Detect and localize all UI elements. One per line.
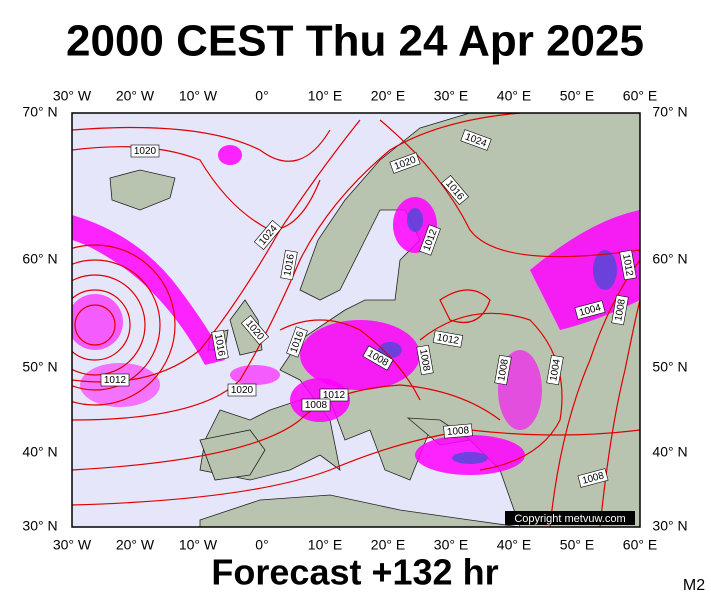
isobar-label: 1016 [211,329,229,361]
isobar-label: 1016 [286,326,308,358]
isobar-label-box [577,468,609,488]
isobar-label-box [416,344,434,376]
lat-label-left: 40° N [22,444,57,460]
isobar-label-box [443,423,473,439]
isobar-label-text: 1016 [282,253,297,277]
isobar-label-text: 1008 [496,358,511,382]
isobar-label: 1020 [227,383,257,397]
lon-label-top: 20° W [116,88,155,104]
lat-label-left: 60° N [22,251,57,267]
isobar-label-text: 1008 [613,298,628,322]
isobar-label-text: 1012 [436,332,460,347]
lon-label-bottom: 10° W [179,537,218,553]
isobar-label-box [286,326,308,358]
lat-label-right: 30° N [652,518,687,534]
isobar-label-text: 1016 [212,333,227,357]
isobar-label-box [574,300,606,320]
lon-label-bottom: 30° E [434,537,468,553]
isobar-label-text: 1008 [305,400,328,411]
lat-label-left: 30° N [22,518,57,534]
isobar-labels: 1020102410201016102410161012101210201016… [100,129,637,488]
isobar-label-text: 1004 [548,358,563,382]
isobar-label-text: 1008 [417,348,432,372]
lon-label-top: 0° [255,88,268,104]
isobar-label: 1012 [619,249,637,281]
isobar-label-text: 1012 [323,390,346,401]
isobar-label-box [440,174,470,206]
isobar-label: 1008 [416,344,434,376]
isobar-label-text: 1020 [231,385,254,396]
isobar-label-box [460,129,492,151]
isobar-label-box [319,388,349,402]
isobar-label-box [100,373,130,387]
lat-label-right: 60° N [652,251,687,267]
isobar-label: 1020 [130,144,160,158]
lat-label-right: 50° N [652,359,687,375]
map-frame [71,112,641,528]
lon-label-top: 10° E [308,88,342,104]
lon-label-top: 60° E [623,88,657,104]
lon-label-top: 40° E [497,88,531,104]
lon-label-bottom: 0° [255,537,268,553]
lon-label-top: 20° E [371,88,405,104]
lat-label-left: 50° N [22,359,57,375]
isobar-label-box [240,314,270,346]
axes: 30° W 30° W 20° W 20° W 10° W 10° W 0° 0° 10° E 1… [22,88,687,553]
isobar-label: 1016 [280,249,298,281]
isobar-label: 1012 [319,388,349,402]
isobar-label-box [419,224,441,256]
isobar-label: 1008 [611,294,629,326]
lon-label-top: 30° E [434,88,468,104]
isobar-label-box [432,330,464,348]
model-label: M2 [683,577,705,594]
lon-label-top: 50° E [560,88,594,104]
isobar-label-box [546,354,564,386]
isobar-label: 1008 [577,468,609,488]
lat-label-left: 70° N [22,104,57,120]
heavy-precipitation [378,208,617,464]
lon-label-top: 10° W [179,88,218,104]
isobar-label-box [253,219,283,251]
isobar-label-box [611,294,629,326]
isobar-label-box [280,249,298,281]
lat-label-right: 40° N [652,444,687,460]
isobar-label-box [211,329,229,361]
isobar-label-text: 1008 [446,425,470,438]
lon-label-bottom: 10° E [308,537,342,553]
title: 2000 CEST Thu 24 Apr 2025 [66,17,644,66]
isobar-label: 1004 [546,354,564,386]
isobar-label-box [494,354,512,386]
isobar-label-box [619,249,637,281]
lon-label-bottom: 20° W [116,537,155,553]
lon-label-top: 30° W [53,88,92,104]
isobar-label-box [389,152,421,174]
isobar-label-box [301,398,331,412]
copyright: Copyright metvuw.com [514,513,625,525]
isobar-label: 1012 [100,373,130,387]
forecast-label: Forecast +132 hr [211,552,498,593]
isobar-label-text: 1012 [104,375,127,386]
isobar-label: 1008 [494,354,512,386]
map-area: 1020102410201016102410161012101210201016… [72,113,640,527]
lon-label-bottom: 20° E [371,537,405,553]
isobar-label-text: 1012 [620,253,635,277]
isobar-label: 1012 [432,330,464,348]
isobar-label-box [130,144,160,158]
copyright-box [505,511,635,525]
lon-label-bottom: 50° E [560,537,594,553]
lon-label-bottom: 60° E [623,537,657,553]
isobar-label-box [227,383,257,397]
isobar-label-text: 1020 [134,146,157,157]
lon-label-bottom: 30° W [53,537,92,553]
isobar-label: 1008 [301,398,331,412]
isobar-label: 1008 [443,423,473,439]
isobar-label-box [362,345,394,371]
lat-label-right: 70° N [652,104,687,120]
precipitation [72,145,640,475]
lon-label-bottom: 40° E [497,537,531,553]
isobar-label: 1004 [574,300,606,320]
